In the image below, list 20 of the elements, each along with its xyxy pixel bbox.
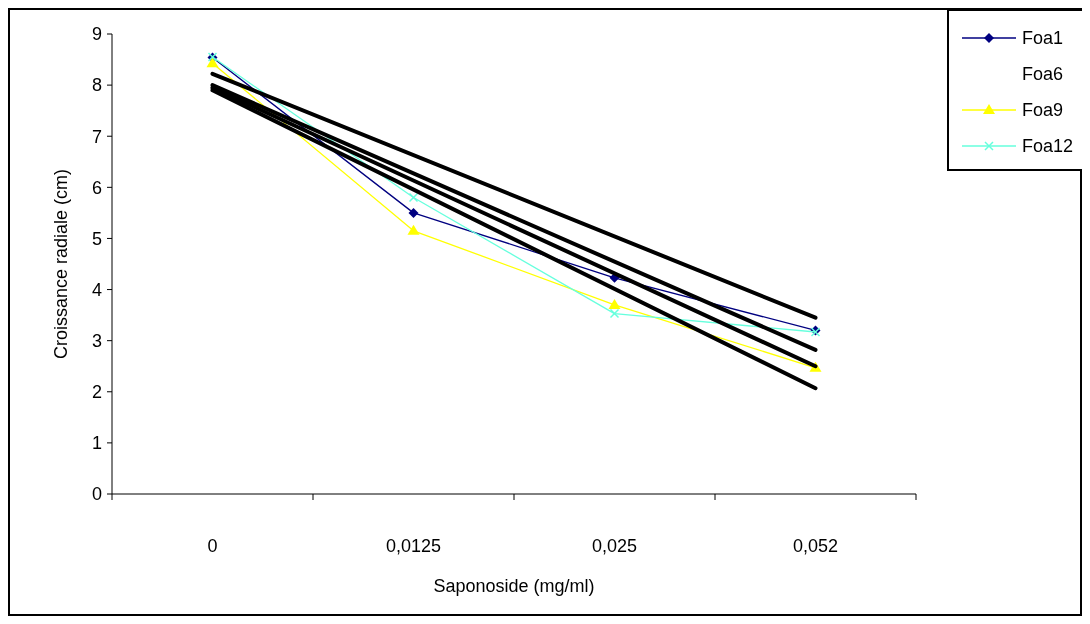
legend-label: Foa12 <box>1022 136 1074 157</box>
x-tick-label: 0,0125 <box>385 536 442 556</box>
x-axis-title: Saponoside (mg/ml) <box>433 576 595 596</box>
text: Foa6 <box>1022 64 1064 85</box>
y-tick-label: 4 <box>91 279 102 300</box>
y-tick-label: 0 <box>91 484 102 505</box>
y-tick-label: 9 <box>91 24 102 45</box>
y-axis-title: Croissance radiale (cm) <box>51 168 71 360</box>
legend-label: Foa1 <box>1022 28 1064 49</box>
x-tick-label: 0,052 <box>792 536 839 556</box>
y-tick-label: 2 <box>91 382 102 403</box>
y-tick-label: 5 <box>91 228 102 249</box>
legend-label: Foa9 <box>1022 100 1064 121</box>
x-tick-label: 0,025 <box>591 536 638 556</box>
y-tick-label: 1 <box>91 433 102 454</box>
y-tick-label: 8 <box>91 75 102 96</box>
y-tick-label: 7 <box>91 126 102 147</box>
x-tick-label: 0 <box>207 536 218 556</box>
y-tick-label: 6 <box>91 177 102 198</box>
y-tick-label: 3 <box>91 330 102 351</box>
